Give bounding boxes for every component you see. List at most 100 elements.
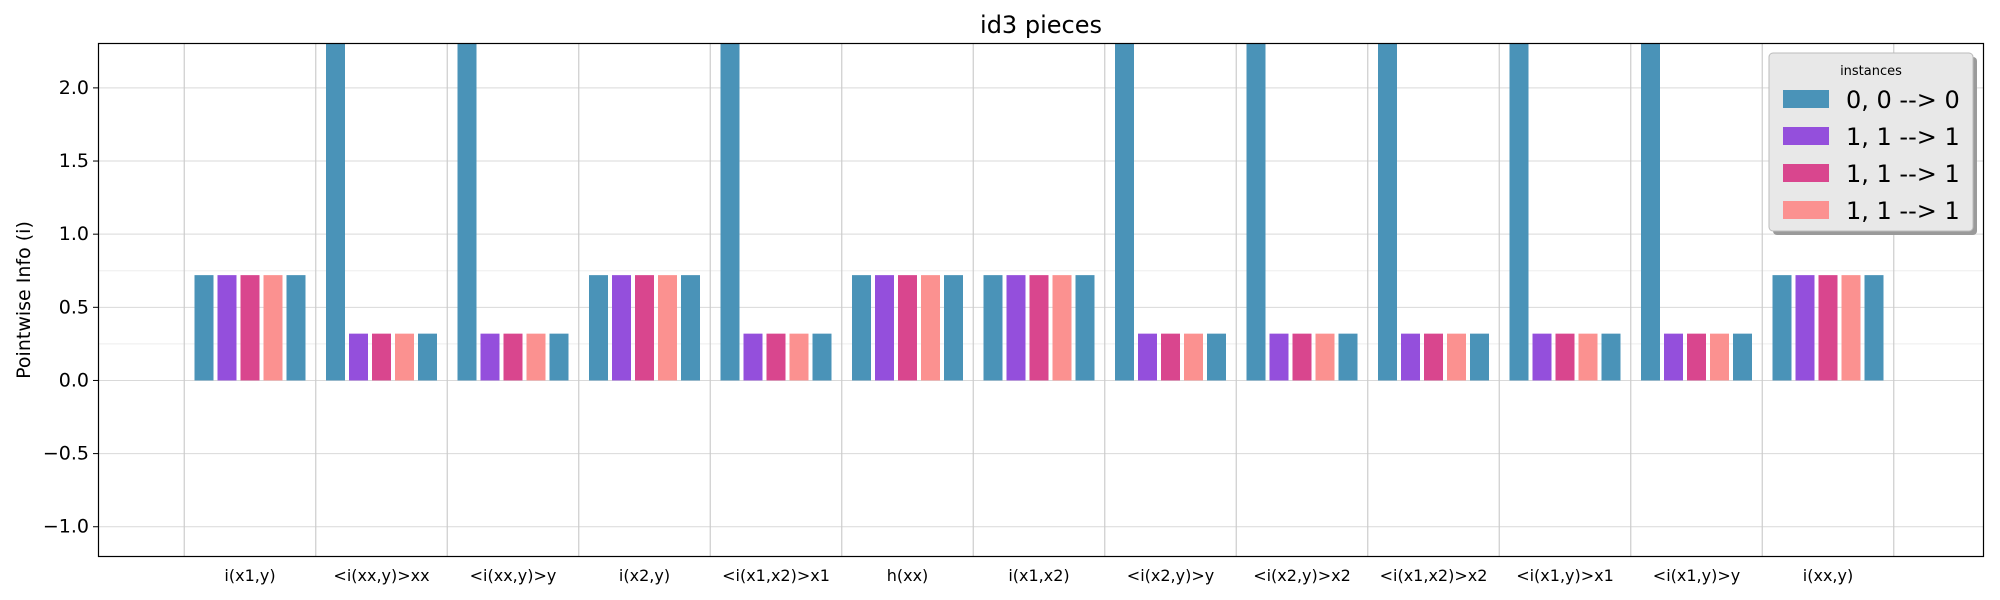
grid [99, 44, 1983, 556]
bar [1029, 275, 1049, 381]
bar [1733, 333, 1752, 381]
legend-label: 1, 1 --> 1 [1846, 160, 1960, 188]
y-tick-label: −0.5 [43, 443, 89, 465]
legend-label: 1, 1 --> 1 [1846, 123, 1960, 151]
bar [1138, 333, 1157, 381]
bar [1292, 333, 1312, 381]
legend-swatch [1783, 90, 1829, 108]
bar [1641, 44, 1660, 381]
bar [480, 333, 500, 381]
bar [326, 44, 345, 381]
x-tick-label: <i(x1,y)>x1 [1516, 566, 1614, 585]
x-tick-label: <i(x2,y)>y [1127, 566, 1214, 585]
bar [1269, 333, 1289, 381]
bar [612, 275, 631, 381]
bar [263, 275, 283, 381]
x-tick-label: <i(x1,x2)>x2 [1380, 566, 1488, 585]
bar [549, 333, 569, 381]
x-tick-label: i(x1,y) [224, 566, 275, 585]
bar [1864, 275, 1884, 381]
bar [1401, 333, 1420, 381]
bar [1246, 44, 1266, 381]
bar [217, 275, 237, 381]
bar [1161, 333, 1180, 381]
x-tick-label: i(x2,y) [619, 566, 670, 585]
bar [1338, 333, 1358, 381]
bars [194, 44, 1884, 381]
y-tick-label: 1.5 [59, 150, 89, 172]
y-tick-label: 2.0 [59, 77, 89, 99]
bar [743, 333, 763, 381]
legend-label: 1, 1 --> 1 [1846, 197, 1960, 225]
bar [1509, 44, 1529, 381]
legend-label: 0, 0 --> 0 [1846, 86, 1960, 114]
bar [372, 333, 391, 381]
bar [658, 275, 677, 381]
bar [1710, 333, 1729, 381]
bar [194, 275, 214, 381]
legend: instances 0, 0 --> 0 1, 1 --> 1 1, 1 --> 1… [1768, 52, 1977, 235]
bar [503, 333, 523, 381]
bar [1006, 275, 1026, 381]
y-tick-label: 0.5 [59, 296, 89, 318]
tick-labels: −1.0 −0.5 0.0 0.5 1.0 1.5 2.0 i(x1,y) <i(xx,y)>x… [43, 77, 1853, 585]
bar [1470, 333, 1489, 381]
bar [1555, 333, 1575, 381]
bar [1841, 275, 1861, 381]
bar [720, 44, 740, 381]
x-tick-label: <i(x1,x2)>x1 [722, 566, 830, 585]
bar [1115, 44, 1134, 381]
bar [789, 333, 809, 381]
y-tick-label: 1.0 [59, 223, 89, 245]
bar [1447, 333, 1466, 381]
bar [457, 44, 477, 381]
bar [852, 275, 871, 381]
bar [766, 333, 786, 381]
bar [1818, 275, 1838, 381]
bar [898, 275, 917, 381]
bar [1532, 333, 1552, 381]
y-tick-label: −1.0 [43, 516, 89, 538]
bar [1424, 333, 1443, 381]
legend-swatch [1783, 201, 1829, 219]
y-axis-label: Pointwise Info (i) [13, 221, 35, 379]
legend-swatch [1783, 164, 1829, 182]
bar [286, 275, 306, 381]
bar [983, 275, 1003, 381]
bar [418, 333, 437, 381]
bar [1207, 333, 1226, 381]
bar [1578, 333, 1598, 381]
bar [1052, 275, 1072, 381]
chart-title: id3 pieces [980, 11, 1102, 39]
legend-title: instances [1840, 64, 1902, 79]
bar [240, 275, 260, 381]
plot-frame [97, 42, 1985, 558]
x-tick-label: <i(xx,y)>y [470, 566, 557, 585]
bar [1315, 333, 1335, 381]
x-tick-label: <i(x2,y)>x2 [1253, 566, 1351, 585]
bar [875, 275, 894, 381]
bar [812, 333, 832, 381]
y-tick-label: 0.0 [59, 369, 89, 391]
bar [349, 333, 368, 381]
x-tick-label: i(xx,y) [1803, 566, 1853, 585]
bar [526, 333, 546, 381]
bar [1378, 44, 1397, 381]
bar [635, 275, 654, 381]
x-tick-label: h(xx) [887, 566, 929, 585]
bar [921, 275, 940, 381]
bar [1772, 275, 1792, 381]
bar [1075, 275, 1095, 381]
x-tick-label: <i(x1,y)>y [1653, 566, 1740, 585]
bar [1184, 333, 1203, 381]
bar [1795, 275, 1815, 381]
bar [589, 275, 608, 381]
bar [944, 275, 963, 381]
bar [1687, 333, 1706, 381]
bar [681, 275, 700, 381]
bar [1664, 333, 1683, 381]
bar [395, 333, 414, 381]
x-tick-label: i(x1,x2) [1008, 566, 1069, 585]
legend-swatch [1783, 127, 1829, 145]
